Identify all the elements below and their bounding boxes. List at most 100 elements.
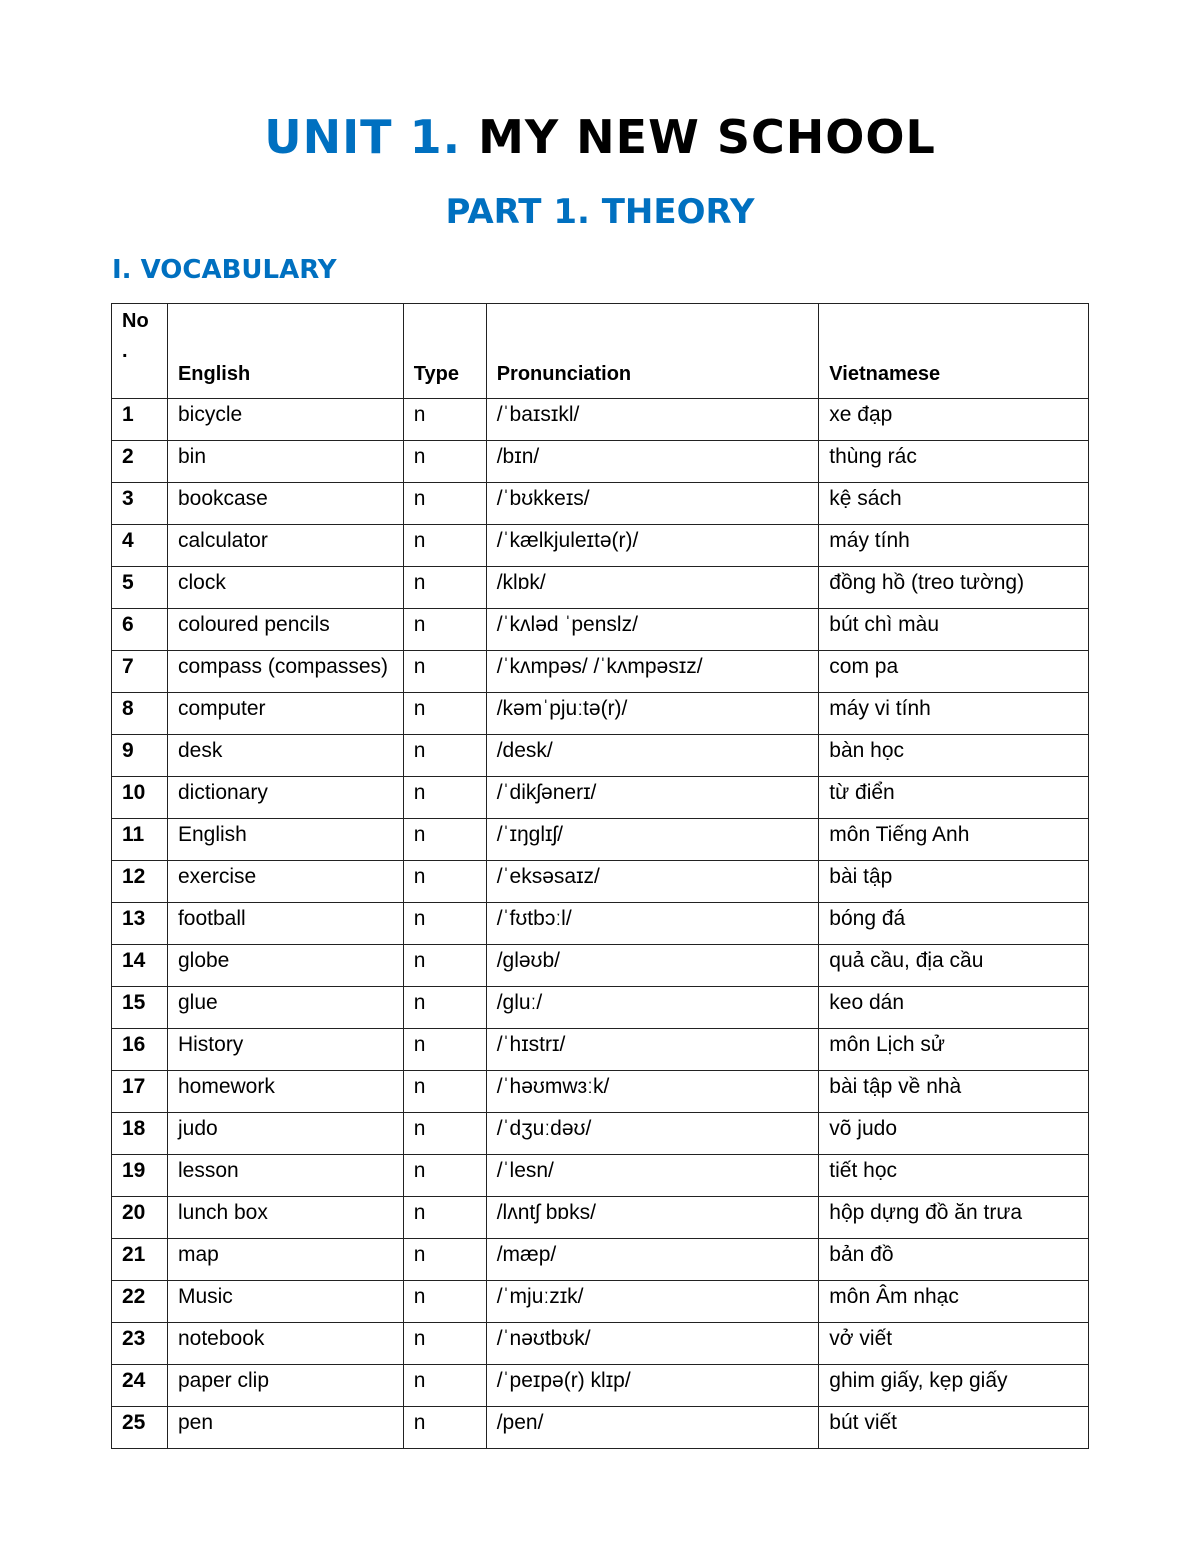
cell-no: 14: [111, 944, 168, 987]
table-row: 15 glue n/gluː/keo dán: [111, 986, 1089, 1029]
cell-type: n: [402, 692, 487, 735]
cell-type: n: [402, 524, 487, 567]
cell-english: pen: [166, 1406, 404, 1449]
table-row: 4 calculator n/ˈkælkjuleɪtə(r)/máy tính: [111, 524, 1089, 567]
cell-no: 8: [111, 692, 168, 735]
cell-type: n: [402, 860, 487, 903]
cell-english: computer: [166, 692, 404, 735]
table-header-row: No. English Type Pronunciation Vietnames…: [111, 303, 1089, 399]
cell-type: n: [402, 986, 487, 1029]
cell-pronunciation: /ˈkʌləd ˈpenslz/: [485, 608, 820, 651]
cell-pronunciation: /ˈmjuːzɪk/: [485, 1280, 820, 1323]
part-heading: PART 1. THEORY: [445, 192, 755, 232]
cell-no: 16: [111, 1028, 168, 1071]
cell-pronunciation: /lʌntʃ bɒks/: [485, 1196, 820, 1239]
table-row: 20 lunch box n/lʌntʃ bɒks/hộp dựng đồ ăn t…: [111, 1196, 1089, 1239]
header-no-text: No: [122, 310, 149, 332]
cell-type: n: [402, 608, 487, 651]
table-row: 11 English n/ˈɪŋglɪʃ/môn Tiếng Anh: [111, 818, 1089, 861]
cell-no: 11: [111, 818, 168, 861]
cell-type: n: [402, 1406, 487, 1449]
cell-no: 10: [111, 776, 168, 819]
cell-vietnamese: võ judo: [818, 1112, 1089, 1155]
cell-pronunciation: /ˈɪŋglɪʃ/: [485, 818, 820, 861]
cell-vietnamese: môn Âm nhạc: [818, 1280, 1089, 1323]
cell-no: 22: [111, 1280, 168, 1323]
cell-english: exercise: [166, 860, 404, 903]
cell-no: 9: [111, 734, 168, 777]
cell-type: n: [402, 734, 487, 777]
cell-english: Music: [166, 1280, 404, 1323]
cell-pronunciation: /ˈkælkjuleɪtə(r)/: [485, 524, 820, 567]
cell-vietnamese: môn Lịch sử: [818, 1028, 1089, 1071]
cell-pronunciation: /kəmˈpjuːtə(r)/: [485, 692, 820, 735]
section-heading: I. VOCABULARY: [112, 255, 337, 285]
cell-type: n: [402, 776, 487, 819]
cell-no: 6: [111, 608, 168, 651]
cell-type: n: [402, 398, 487, 441]
table-row: 5 clock n/klɒk/đồng hồ (treo tường): [111, 566, 1089, 609]
table-row: 8 computer n/kəmˈpjuːtə(r)/máy vi tính: [111, 692, 1089, 735]
cell-pronunciation: /ˈbʊkkeɪs/: [485, 482, 820, 525]
cell-english: lunch box: [166, 1196, 404, 1239]
cell-type: n: [402, 440, 487, 483]
header-pronunciation: Pronunciation: [485, 303, 820, 399]
cell-no: 23: [111, 1322, 168, 1365]
cell-pronunciation: /ˈdikʃənerɪ/: [485, 776, 820, 819]
cell-english: football: [166, 902, 404, 945]
table-row: 6 coloured pencils n/ˈkʌləd ˈpenslz/bút ch…: [111, 608, 1089, 651]
cell-english: desk: [166, 734, 404, 777]
cell-no: 13: [111, 902, 168, 945]
cell-vietnamese: keo dán: [818, 986, 1089, 1029]
cell-no: 17: [111, 1070, 168, 1113]
cell-vietnamese: môn Tiếng Anh: [818, 818, 1089, 861]
cell-vietnamese: bản đồ: [818, 1238, 1089, 1281]
cell-pronunciation: /ˈbaɪsɪkl/: [485, 398, 820, 441]
cell-vietnamese: máy vi tính: [818, 692, 1089, 735]
cell-vietnamese: kệ sách: [818, 482, 1089, 525]
cell-vietnamese: quả cầu, địa cầu: [818, 944, 1089, 987]
cell-pronunciation: /ˈlesn/: [485, 1154, 820, 1197]
cell-pronunciation: /ˈfʊtbɔːl/: [485, 902, 820, 945]
cell-pronunciation: /ˈpeɪpə(r) klɪp/: [485, 1364, 820, 1407]
cell-pronunciation: /ˈhəʊmwɜːk/: [485, 1070, 820, 1113]
cell-no: 19: [111, 1154, 168, 1197]
table-row: 24 paper clip n/ˈpeɪpə(r) klɪp/ghim giấy, …: [111, 1364, 1089, 1407]
cell-vietnamese: từ điển: [818, 776, 1089, 819]
cell-pronunciation: /ˈeksəsaɪz/: [485, 860, 820, 903]
cell-no: 25: [111, 1406, 168, 1449]
cell-type: n: [402, 650, 487, 693]
table-row: 14 globe n/gləʊb/quả cầu, địa cầu: [111, 944, 1089, 987]
cell-english: homework: [166, 1070, 404, 1113]
header-no: No.: [111, 303, 168, 399]
cell-pronunciation: /gluː/: [485, 986, 820, 1029]
cell-no: 1: [111, 398, 168, 441]
cell-type: n: [402, 1280, 487, 1323]
cell-type: n: [402, 1028, 487, 1071]
table-row: 18 judo n/ˈdʒuːdəʊ/võ judo: [111, 1112, 1089, 1155]
cell-english: map: [166, 1238, 404, 1281]
cell-pronunciation: /ˈhɪstrɪ/: [485, 1028, 820, 1071]
cell-english: bin: [166, 440, 404, 483]
unit-number: UNIT 1.: [264, 110, 462, 164]
cell-no: 20: [111, 1196, 168, 1239]
cell-no: 7: [111, 650, 168, 693]
table-row: 23 notebook n/ˈnəʊtbʊk/vở viết: [111, 1322, 1089, 1365]
table-row: 22 Music n/ˈmjuːzɪk/môn Âm nhạc: [111, 1280, 1089, 1323]
cell-no: 12: [111, 860, 168, 903]
cell-vietnamese: bàn học: [818, 734, 1089, 777]
cell-no: 15: [111, 986, 168, 1029]
cell-pronunciation: /ˈdʒuːdəʊ/: [485, 1112, 820, 1155]
cell-type: n: [402, 1154, 487, 1197]
vocabulary-table: No. English Type Pronunciation Vietnames…: [111, 303, 1089, 1449]
table-row: 9 desk n/desk/bàn học: [111, 734, 1089, 777]
cell-type: n: [402, 1196, 487, 1239]
table-row: 10 dictionary n/ˈdikʃənerɪ/từ điển: [111, 776, 1089, 819]
table-row: 21 map n/mæp/bản đồ: [111, 1238, 1089, 1281]
cell-type: n: [402, 1070, 487, 1113]
cell-vietnamese: vở viết: [818, 1322, 1089, 1365]
cell-pronunciation: /ˈnəʊtbʊk/: [485, 1322, 820, 1365]
header-english: English: [166, 303, 404, 399]
table-row: 16 History n/ˈhɪstrɪ/môn Lịch sử: [111, 1028, 1089, 1071]
table-row: 1 bicycle n/ˈbaɪsɪkl/xe đạp: [111, 398, 1089, 441]
